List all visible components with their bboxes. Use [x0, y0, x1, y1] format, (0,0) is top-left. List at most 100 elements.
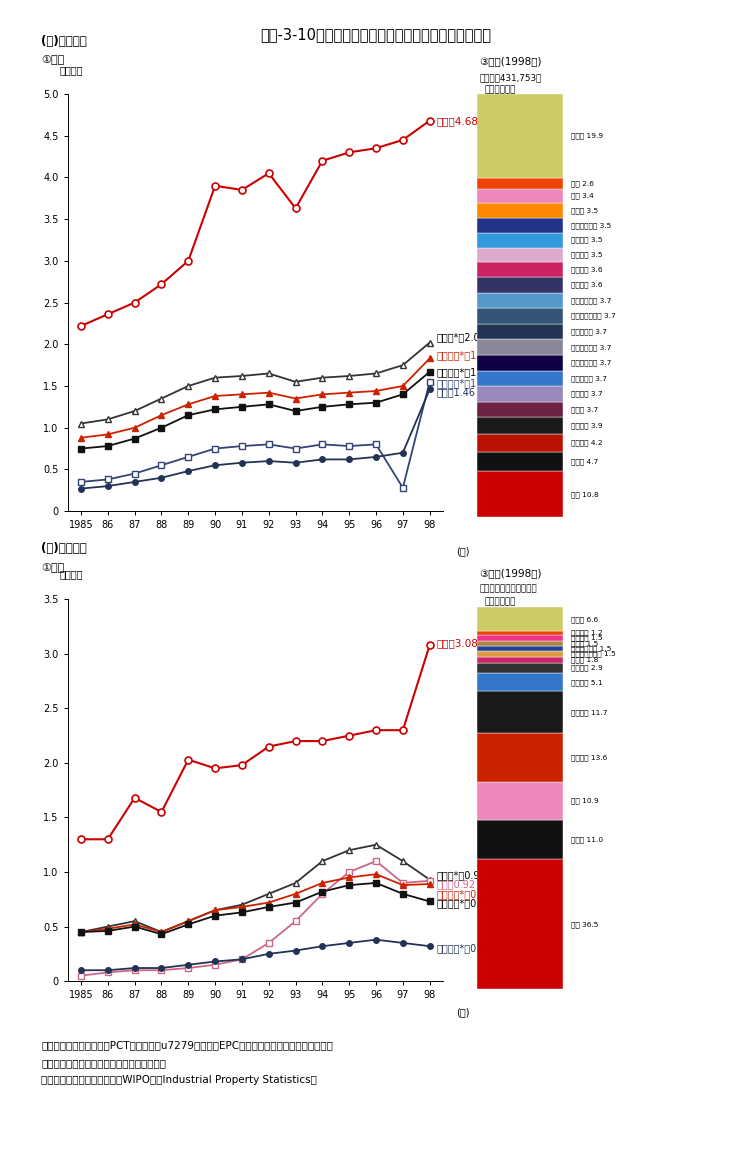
Bar [477, 646, 563, 651]
Text: 米国　4.68: 米国 4.68 [436, 115, 478, 126]
Text: カナダ 1.8: カナダ 1.8 [571, 657, 598, 663]
Text: オーストリア 3.7: オーストリア 3.7 [571, 344, 611, 350]
Text: モナコ 3.5: モナコ 3.5 [571, 207, 598, 214]
Bar [477, 203, 563, 219]
Text: 米国　3.08: 米国 3.08 [436, 638, 478, 647]
Text: ①推移: ①推移 [41, 562, 65, 572]
Bar [477, 673, 563, 691]
Bar [477, 859, 563, 989]
Text: イタリア 3.6: イタリア 3.6 [571, 282, 602, 288]
Bar [477, 402, 563, 417]
Text: (１)出願件数: (１)出願件数 [41, 34, 87, 48]
Text: 注）１．特許協力条約（PCT）及び欧州u7279許条約（EPC）による指定件数を含めている。: 注）１．特許協力条約（PCT）及び欧州u7279許条約（EPC）による指定件数を… [41, 1040, 333, 1050]
Text: 韓国　1.46: 韓国 1.46 [436, 388, 475, 397]
Text: ドイツ 11.0: ドイツ 11.0 [571, 837, 603, 844]
Bar [477, 324, 563, 340]
Text: フランス 3.9: フランス 3.9 [571, 422, 602, 429]
Bar [477, 355, 563, 370]
Bar [477, 631, 563, 636]
Text: その他 19.9: その他 19.9 [571, 133, 603, 140]
Bar [477, 262, 563, 277]
Text: イギリス*　1.83: イギリス* 1.83 [436, 350, 492, 360]
Bar [477, 657, 563, 663]
Text: 資料：世界知的所有権機関（WIPO）「Industrial Property Statistics」: 資料：世界知的所有権機関（WIPO）「Industrial Property S… [41, 1075, 317, 1086]
Text: ギリシャ 3.5: ギリシャ 3.5 [571, 237, 602, 243]
Bar [477, 219, 563, 233]
Text: (年): (年) [457, 546, 470, 556]
Text: スイス 1.5: スイス 1.5 [571, 640, 598, 646]
Text: イタリア 5.1: イタリア 5.1 [571, 679, 602, 686]
Bar [477, 293, 563, 308]
Bar [477, 248, 563, 262]
Text: 米国 36.5: 米国 36.5 [571, 921, 598, 928]
Text: 韓国 10.9: 韓国 10.9 [571, 798, 599, 804]
Bar [477, 189, 563, 203]
Bar [477, 308, 563, 324]
Text: 第２-3-10図　日本人の外国への特許出願及び登録件数: 第２-3-10図 日本人の外国への特許出願及び登録件数 [260, 27, 491, 42]
Text: ドイツ 4.7: ドイツ 4.7 [571, 458, 598, 465]
Text: イタリア*　0.32: イタリア* 0.32 [436, 944, 492, 953]
Bar [477, 607, 563, 631]
Text: 米国 10.8: 米国 10.8 [571, 491, 599, 497]
Text: ドイツ*　0.93: ドイツ* 0.93 [436, 871, 486, 880]
Text: ベルギー 1.2: ベルギー 1.2 [571, 630, 602, 637]
Text: （万件）: （万件） [59, 66, 83, 75]
Text: スウェーデン 3.7: スウェーデン 3.7 [571, 360, 611, 367]
Text: ③内訳(1998年): ③内訳(1998年) [479, 56, 541, 67]
Text: (２)登録件数: (２)登録件数 [41, 542, 87, 556]
Text: フランス*　1.67: フランス* 1.67 [436, 367, 492, 377]
Text: (年): (年) [457, 1007, 470, 1018]
Text: （万件）: （万件） [59, 570, 83, 579]
Bar [477, 451, 563, 471]
Text: フランス*　0.73: フランス* 0.73 [436, 899, 492, 908]
Bar [477, 233, 563, 248]
Text: フィンランド 3.7: フィンランド 3.7 [571, 297, 611, 304]
Text: その他 6.6: その他 6.6 [571, 616, 598, 623]
Bar [477, 663, 563, 673]
Bar [477, 651, 563, 657]
Text: 中国 2.6: 中国 2.6 [571, 180, 593, 187]
Text: ルクセンブルク 3.7: ルクセンブルク 3.7 [571, 313, 616, 320]
Text: 出願総数431,753件: 出願総数431,753件 [479, 73, 541, 82]
Text: 韓国 3.4: 韓国 3.4 [571, 193, 593, 200]
Bar [477, 434, 563, 451]
Bar [477, 277, 563, 293]
Bar [477, 94, 563, 177]
Text: イギリス*　0.89: イギリス* 0.89 [436, 888, 492, 899]
Text: （単位：％）: （単位：％） [484, 86, 516, 95]
Text: オランダ 2.9: オランダ 2.9 [571, 665, 602, 671]
Text: ③内訳(1998年): ③内訳(1998年) [479, 568, 541, 578]
Text: フランス 11.7: フランス 11.7 [571, 709, 608, 716]
Text: 韓国　0.92: 韓国 0.92 [436, 879, 475, 889]
Bar [477, 370, 563, 387]
Bar [477, 781, 563, 820]
Text: イタリア*　1.55: イタリア* 1.55 [436, 378, 492, 389]
Text: ①推移: ①推移 [41, 54, 65, 65]
Bar [477, 691, 563, 733]
Text: アイルランド 3.5: アイルランド 3.5 [571, 222, 611, 229]
Bar [477, 340, 563, 355]
Text: デンマーク 3.7: デンマーク 3.7 [571, 328, 607, 335]
Text: ２．図中の＊印はＥＰＣ加盟国を示す。: ２．図中の＊印はＥＰＣ加盟国を示す。 [41, 1058, 166, 1068]
Text: イギリス 13.6: イギリス 13.6 [571, 754, 607, 760]
Text: スペイン 1.5: スペイン 1.5 [571, 634, 602, 642]
Bar [477, 820, 563, 859]
Text: ベルギー 3.5: ベルギー 3.5 [571, 251, 602, 258]
Text: 登録総数８４，４９０件: 登録総数８４，４９０件 [479, 584, 537, 593]
Bar [477, 636, 563, 640]
Bar [477, 640, 563, 646]
Bar [477, 387, 563, 402]
Text: イギリス 4.2: イギリス 4.2 [571, 439, 602, 446]
Text: オーストラリア 1.5: オーストラリア 1.5 [571, 651, 616, 657]
Text: オランダ 3.6: オランダ 3.6 [571, 267, 602, 273]
Bar [477, 177, 563, 189]
Text: ポルトガル 3.7: ポルトガル 3.7 [571, 375, 607, 382]
Text: スイス 3.7: スイス 3.7 [571, 407, 598, 412]
Bar [477, 417, 563, 434]
Bar [477, 471, 563, 517]
Text: スペイン 3.7: スペイン 3.7 [571, 391, 602, 397]
Text: スウェーデン 1.5: スウェーデン 1.5 [571, 645, 611, 652]
Text: （単位：％）: （単位：％） [484, 597, 516, 606]
Bar [477, 733, 563, 781]
Text: ドイツ*　2.02: ドイツ* 2.02 [436, 333, 486, 343]
